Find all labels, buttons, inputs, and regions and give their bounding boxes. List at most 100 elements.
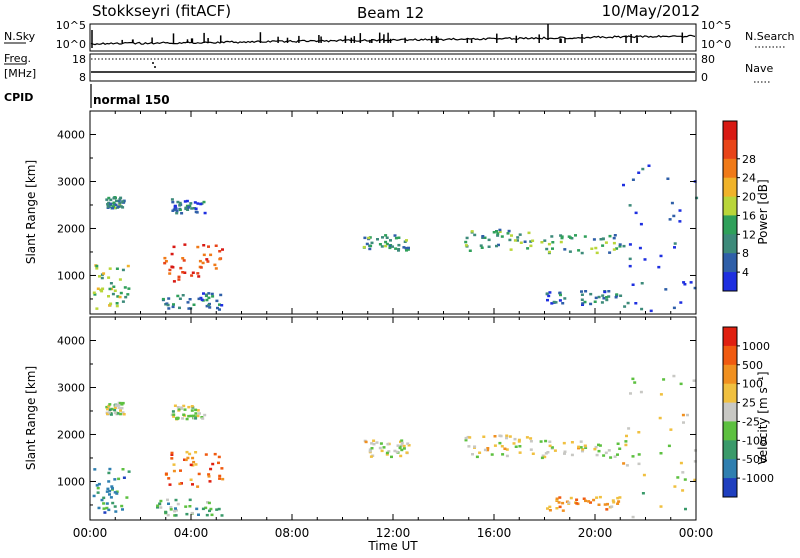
velocity-cell xyxy=(550,446,554,449)
power-cell xyxy=(407,246,410,250)
velocity-cell xyxy=(555,507,559,510)
power-cell xyxy=(119,196,123,200)
velocity-cell xyxy=(187,414,191,418)
velocity-cell xyxy=(192,460,196,464)
x-tick-label: 08:00 xyxy=(275,526,310,540)
power-cell xyxy=(118,202,122,205)
velocity-cell xyxy=(115,490,119,493)
velocity-cell xyxy=(513,437,517,441)
velocity-cell xyxy=(122,476,126,479)
velocity-ytick-label: 2000 xyxy=(57,428,85,441)
power-cell xyxy=(695,196,699,200)
power-cell xyxy=(207,296,211,300)
velocity-cell xyxy=(183,408,187,411)
velocity-cell xyxy=(121,411,125,414)
power-cell xyxy=(397,243,401,247)
velocity-cell xyxy=(114,510,118,513)
power-cell xyxy=(583,300,587,304)
velocity-cell xyxy=(597,449,601,453)
velocity-cell xyxy=(597,503,601,506)
velocity-cell xyxy=(118,412,122,416)
velocity-cell xyxy=(493,435,497,438)
power-cell xyxy=(468,249,472,252)
power-cell xyxy=(640,282,644,285)
power-cell xyxy=(202,253,206,257)
velocity-cell xyxy=(402,444,406,448)
velocity-cell xyxy=(548,440,552,443)
power-cell xyxy=(603,290,607,294)
velocity-cell xyxy=(406,442,410,445)
velocity-cell xyxy=(156,504,160,507)
power-cell xyxy=(545,292,549,295)
power-cell xyxy=(540,241,544,244)
velocity-cell xyxy=(464,438,468,442)
velocity-cell xyxy=(189,478,193,481)
velocity-colorbar-segment xyxy=(723,345,737,366)
power-cell xyxy=(615,247,619,250)
velocity-colorbar-segment xyxy=(723,364,737,385)
velocity-cell xyxy=(207,475,211,478)
power-ytick-label: 3000 xyxy=(57,175,85,188)
power-cell xyxy=(191,271,195,274)
velocity-cell xyxy=(218,477,222,480)
velocity-cell xyxy=(218,474,222,478)
power-cell xyxy=(584,290,588,293)
velocity-cell xyxy=(170,451,174,455)
velocity-cell xyxy=(116,404,120,407)
velocity-cell xyxy=(175,509,178,512)
power-cell xyxy=(170,252,174,256)
velocity-cell xyxy=(584,446,588,449)
power-cell xyxy=(378,243,382,246)
power-cell xyxy=(185,199,189,203)
power-cell xyxy=(167,297,171,300)
velocity-cell xyxy=(113,411,117,415)
velocity-cell xyxy=(605,508,609,511)
velocity-cell xyxy=(561,509,565,512)
velocity-cell xyxy=(579,446,583,449)
power-cell xyxy=(548,250,551,254)
power-cell xyxy=(559,234,563,237)
power-cell xyxy=(205,293,208,296)
power-cell xyxy=(626,301,630,305)
velocity-cell xyxy=(548,509,552,512)
velocity-cell xyxy=(369,455,373,458)
velocity-cell xyxy=(194,463,198,466)
power-cell xyxy=(172,245,176,249)
velocity-cell xyxy=(624,443,628,447)
velocity-cell xyxy=(211,462,215,466)
velocity-cell xyxy=(108,408,112,411)
power-cell xyxy=(464,240,468,244)
velocity-cell xyxy=(562,441,566,445)
power-cell xyxy=(109,198,113,202)
velocity-cell xyxy=(180,482,183,485)
power-cell xyxy=(124,295,128,299)
power-cell xyxy=(480,246,484,249)
power-cell xyxy=(368,236,372,239)
velocity-cell xyxy=(529,448,533,451)
power-cell xyxy=(209,253,213,257)
power-cell xyxy=(672,214,676,218)
power-cell xyxy=(577,249,581,252)
velocity-cell xyxy=(400,441,404,445)
power-cell xyxy=(112,202,116,206)
velocity-cell xyxy=(633,381,637,384)
velocity-cell xyxy=(106,412,109,416)
power-cell xyxy=(481,235,485,238)
velocity-cell xyxy=(683,478,687,481)
power-cell xyxy=(205,304,209,308)
power-cell xyxy=(647,164,651,167)
power-cell xyxy=(111,292,115,296)
power-cell xyxy=(210,292,214,296)
velocity-cell xyxy=(120,403,124,406)
velocity-cell xyxy=(93,468,97,471)
power-cell xyxy=(659,254,663,258)
power-cell xyxy=(178,201,182,205)
power-cell xyxy=(580,251,584,255)
velocity-cell xyxy=(169,506,173,509)
velocity-cell xyxy=(174,498,178,502)
velocity-cell xyxy=(557,501,561,504)
power-cell xyxy=(689,281,693,284)
velocity-cell xyxy=(188,498,192,502)
power-cell xyxy=(218,308,221,311)
velocity-cell xyxy=(205,513,209,517)
